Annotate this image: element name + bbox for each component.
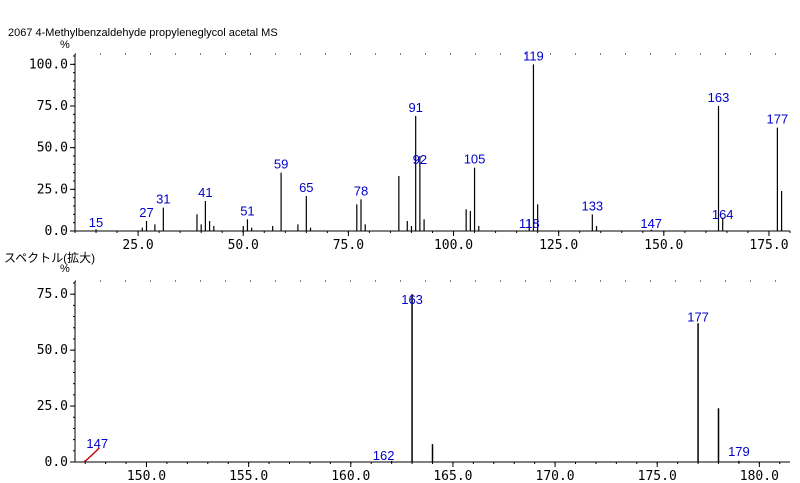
peak-label: 15 (89, 215, 103, 230)
x-tick-label: 125.0 (539, 238, 578, 253)
y-unit-label: % (60, 39, 70, 51)
y-tick-label: 75.0 (37, 287, 68, 302)
x-tick-label: 25.0 (122, 238, 153, 253)
peak-label: 147 (640, 216, 662, 231)
peak-label: 118 (519, 216, 540, 231)
peak-label: 163 (708, 90, 730, 105)
x-tick-label: 150.0 (644, 238, 683, 253)
x-tick-label: 150.0 (127, 469, 166, 483)
peak-label: 133 (581, 198, 603, 213)
y-tick-label: 50.0 (37, 343, 68, 358)
full-spectrum-panel: % 0.0 25.0 50.0 75.0 100.0 25.0 50.0 75.0 100.0 12… (29, 39, 791, 253)
peak-label: 59 (274, 157, 288, 172)
y-tick-label: 0.0 (45, 455, 68, 470)
peak-label: 65 (299, 180, 313, 195)
y-tick-label: 25.0 (37, 182, 68, 197)
peak-label: 179 (728, 444, 750, 459)
peak-label: 78 (354, 183, 368, 198)
x-tick-label: 175.0 (749, 238, 788, 253)
y-tick-label: 50.0 (37, 141, 68, 156)
peak-label: 163 (401, 292, 423, 307)
x-tick-label: 155.0 (229, 469, 268, 483)
chart-title: 2067 4-Methylbenzaldehyde propyleneglyco… (8, 27, 278, 39)
peak-label: 177 (687, 309, 709, 324)
annotation-stroke (83, 447, 100, 463)
expanded-caption: スペクトル(拡大) (4, 251, 96, 265)
x-tick-label: 50.0 (228, 238, 259, 253)
y-tick-label: 0.0 (45, 224, 68, 239)
y-tick-label: 25.0 (37, 399, 68, 414)
x-tick-label: 175.0 (638, 469, 677, 483)
x-tick-label: 165.0 (433, 469, 472, 483)
peak-label: 51 (240, 203, 254, 218)
peak-label: 147 (86, 436, 108, 451)
x-tick-label: 170.0 (536, 469, 575, 483)
peak-label: 41 (198, 185, 212, 200)
peak-label: 162 (373, 448, 395, 463)
peak-label: 91 (408, 100, 422, 115)
peak-label: 105 (464, 152, 486, 167)
peak-label: 31 (156, 192, 170, 207)
y-unit-label: % (60, 263, 70, 275)
peak-label: 177 (767, 112, 789, 127)
expanded-spectrum-panel: % 0.0 25.0 50.0 75.0 150.0 155.0 160.0 165.0 170.… (37, 263, 790, 483)
y-tick-label: 75.0 (37, 99, 68, 114)
y-tick-label: 100.0 (29, 57, 68, 72)
peak-label: 27 (139, 205, 153, 220)
peak-label: 119 (523, 48, 544, 63)
x-tick-label: 75.0 (333, 238, 364, 253)
x-tick-label: 160.0 (331, 469, 370, 483)
x-tick-label: 180.0 (740, 469, 779, 483)
peak-label: 92 (413, 152, 427, 167)
peak-label: 164 (712, 207, 734, 222)
x-tick-label: 100.0 (434, 238, 473, 253)
